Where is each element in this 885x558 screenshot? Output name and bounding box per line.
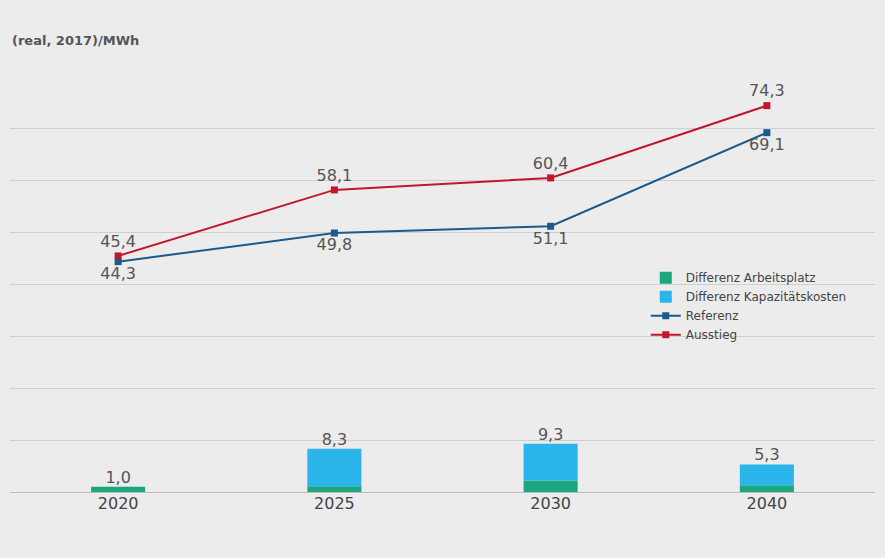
svg-text:49,8: 49,8 [317,235,353,254]
svg-text:9,3: 9,3 [538,425,563,444]
svg-text:1,0: 1,0 [105,468,130,487]
svg-text:2025: 2025 [314,494,355,513]
svg-text:69,1: 69,1 [749,135,785,154]
svg-text:2020: 2020 [98,494,139,513]
svg-text:51,1: 51,1 [533,229,569,248]
svg-text:2040: 2040 [747,494,788,513]
svg-text:2030: 2030 [530,494,571,513]
svg-text:60,4: 60,4 [533,154,569,173]
svg-text:44,3: 44,3 [100,264,136,283]
svg-text:74,3: 74,3 [749,81,785,100]
svg-text:45,4: 45,4 [100,232,136,251]
svg-text:Referenz: Referenz [686,309,739,323]
svg-text:Ausstieg: Ausstieg [686,328,737,342]
svg-text:58,1: 58,1 [317,166,353,185]
svg-text:(real, 2017)/MWh: (real, 2017)/MWh [12,33,139,48]
svg-text:5,3: 5,3 [754,445,779,464]
svg-text:Differenz Arbeitsplatz: Differenz Arbeitsplatz [686,271,816,285]
svg-text:8,3: 8,3 [322,430,347,449]
svg-text:Differenz Kapazitätskosten: Differenz Kapazitätskosten [686,290,846,304]
